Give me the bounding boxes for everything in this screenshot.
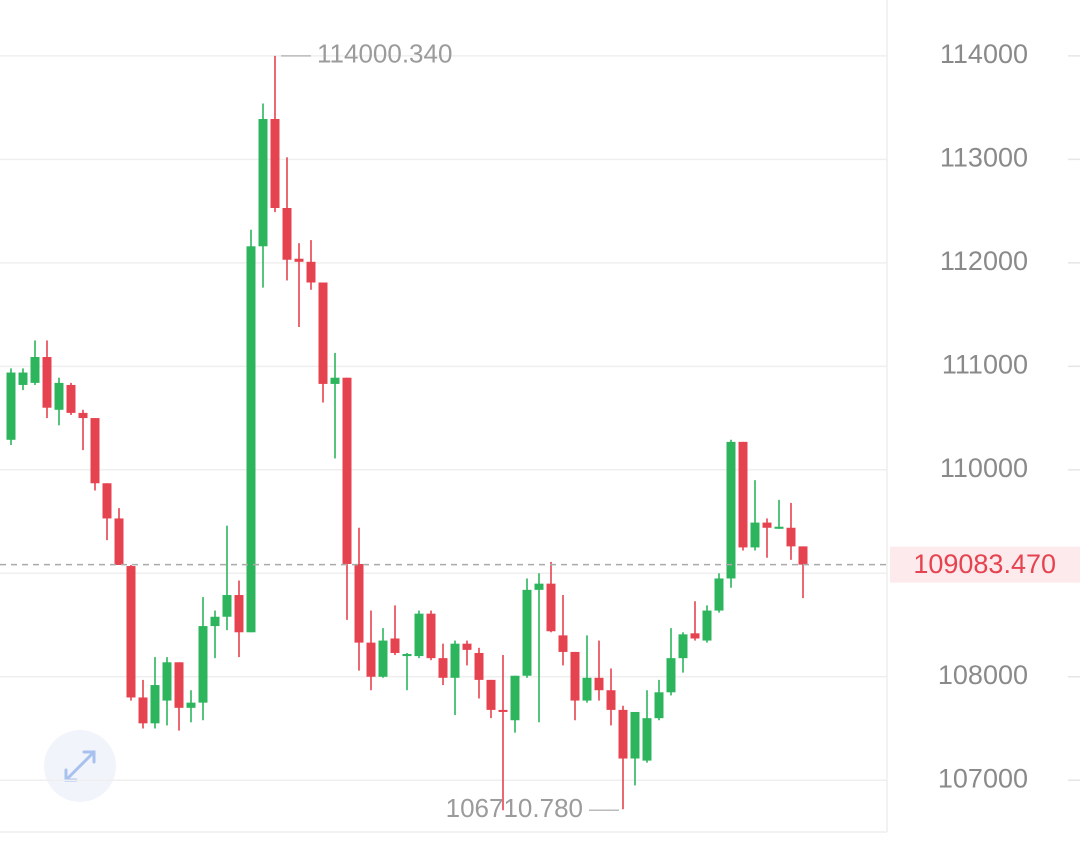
candle-body	[90, 418, 100, 484]
candle-body	[690, 633, 700, 639]
candle-body	[162, 662, 172, 701]
y-tick-label: 108000	[938, 660, 1028, 690]
candle-body	[222, 595, 232, 617]
candle-body	[726, 441, 736, 579]
candle-body	[594, 677, 604, 691]
candle-body	[54, 382, 64, 410]
candle-body	[606, 690, 616, 710]
candle-body	[354, 563, 364, 643]
y-tick-label: 110000	[940, 453, 1028, 483]
candle-body	[174, 662, 184, 708]
candle-body	[750, 522, 760, 548]
candle-body	[522, 589, 532, 676]
grid	[0, 55, 1080, 782]
candles	[6, 55, 808, 811]
candle-body	[738, 441, 748, 548]
candle-body	[498, 709, 508, 712]
candle-body	[462, 643, 472, 650]
candle-body	[234, 595, 244, 633]
candle-body	[78, 412, 88, 419]
y-tick-label: 111000	[942, 349, 1028, 379]
candle-body	[282, 208, 292, 260]
candle-body	[318, 282, 328, 384]
candle-body	[786, 527, 796, 547]
y-tick-label: 107000	[938, 763, 1028, 793]
last-price-box	[890, 546, 1080, 583]
candle-body	[762, 522, 772, 528]
candle-body	[210, 616, 220, 627]
candle-body	[150, 685, 160, 724]
high-label: 114000.340	[317, 39, 452, 69]
candle-body	[426, 613, 436, 659]
candle-body	[534, 583, 544, 590]
candle-body	[270, 119, 280, 208]
candle-body	[390, 638, 400, 653]
candle-body	[714, 578, 724, 611]
candle-body	[438, 658, 448, 678]
candle-body	[126, 566, 136, 698]
candle-body	[702, 610, 712, 641]
expand-button[interactable]	[44, 730, 116, 802]
candle-body	[342, 377, 352, 564]
candle-body	[30, 357, 40, 383]
candle-body	[618, 709, 628, 759]
candle-body	[114, 518, 124, 566]
y-tick-label: 112000	[940, 246, 1028, 276]
candle-body	[450, 643, 460, 678]
candle-body	[654, 692, 664, 719]
y-tick-label: 114000	[940, 39, 1028, 69]
candle-body	[570, 651, 580, 701]
candle-body	[294, 258, 304, 262]
candle-body	[474, 652, 484, 680]
candle-body	[630, 711, 640, 759]
candle-body	[18, 372, 28, 385]
candle-body	[774, 526, 784, 529]
candle-body	[330, 377, 340, 384]
candle-body	[42, 357, 52, 408]
candle-body	[246, 246, 256, 633]
candle-body	[642, 718, 652, 761]
candle-body	[6, 372, 16, 440]
low-label: 106710.780	[446, 793, 583, 823]
candle-body	[798, 546, 808, 565]
candle-body	[558, 635, 568, 652]
candle-body	[102, 483, 112, 519]
candle-body	[402, 654, 412, 657]
candle-body	[258, 119, 268, 247]
candle-body	[306, 261, 316, 283]
candle-body	[486, 679, 496, 710]
candle-body	[546, 583, 556, 632]
candle-body	[138, 697, 148, 724]
last-price-label: 109083.470	[913, 549, 1056, 579]
candle-body	[366, 642, 376, 677]
candle-body	[414, 613, 424, 657]
candle-body	[186, 702, 196, 708]
y-tick-label: 113000	[940, 142, 1028, 172]
candle-body	[510, 675, 520, 721]
candle-body	[66, 384, 76, 413]
candle-body	[666, 658, 676, 693]
candle-body	[582, 677, 592, 701]
candle-body	[678, 634, 688, 659]
candle-body	[378, 640, 388, 677]
candle-body	[198, 626, 208, 703]
